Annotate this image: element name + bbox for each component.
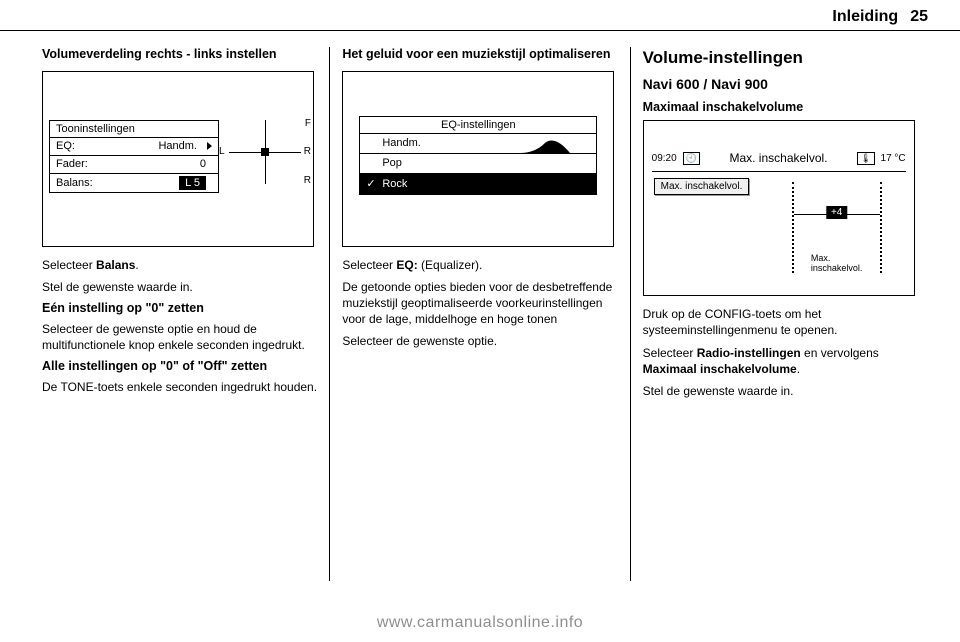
col2-p1: Selecteer EQ: (Equalizer). [342, 257, 617, 273]
tone-row-label: Balans: [56, 177, 112, 189]
eq-panel: EQ-instellingen Handm. Pop ✓ Rock [359, 116, 597, 195]
page-header: Inleiding 25 [0, 0, 960, 31]
tone-row-eq: EQ: Handm. [50, 138, 218, 156]
temperature-value: 17 °C [881, 153, 906, 164]
axis-label-l: L [219, 146, 225, 157]
tone-row-value: Handm. [112, 140, 203, 152]
chevron-right-icon [207, 142, 212, 150]
content-columns: Volumeverdeling rechts - links instellen… [0, 31, 960, 591]
header-page-number: 25 [910, 8, 928, 26]
tone-row-balance: Balans: L 5 [50, 174, 218, 192]
col1-heading: Volumeverdeling rechts - links instellen [42, 47, 317, 63]
eq-row-label: Pop [382, 157, 402, 169]
axis-label-f: F [305, 118, 311, 129]
col3-p2: Selecteer Radio-instellingen en vervolge… [643, 345, 918, 377]
col1-p1: Selecteer Balans. [42, 257, 317, 273]
eq-row-label: Handm. [382, 137, 421, 149]
eq-row-label: Rock [382, 178, 407, 190]
clock-time: 09:20 [652, 153, 677, 164]
tone-panel: Tooninstellingen EQ: Handm. Fader: 0 Bal… [49, 120, 219, 193]
figure-tone-settings: Tooninstellingen EQ: Handm. Fader: 0 Bal… [42, 71, 314, 247]
col2-heading: Het geluid voor een muziekstijl optimali… [342, 47, 617, 63]
axis-label-r: R [304, 146, 311, 157]
header-title: Inleiding [832, 8, 898, 26]
tone-row-label: Fader: [56, 158, 112, 170]
thermometer-icon: 🌡 [857, 152, 874, 165]
volume-value: +4 [826, 206, 847, 219]
volume-scale: +4 Max. inschakelvol. [792, 182, 882, 273]
col3-p1: Druk op de CONFIG-toets om het systeemin… [643, 306, 918, 338]
figure-eq-settings: EQ-instellingen Handm. Pop ✓ Rock [342, 71, 614, 247]
col1-sub2: Alle instellingen op "0" of "Off" zetten [42, 359, 317, 373]
col1-p2: Stel de gewenste waarde in. [42, 279, 317, 295]
col1-p4: De TONE-toets enkele seconden ingedrukt … [42, 379, 317, 395]
axis-label-r2: R [304, 175, 311, 186]
tone-row-value: 0 [112, 158, 212, 170]
col2-p2: De getoonde opties bieden voor de desbet… [342, 279, 617, 328]
col3-p3: Stel de gewenste waarde in. [643, 383, 918, 399]
eq-row: Handm. [360, 134, 596, 154]
eq-panel-title: EQ-instellingen [360, 117, 596, 134]
col1-sub1: Eén instelling op "0" zetten [42, 301, 317, 315]
check-icon: ✓ [366, 177, 378, 190]
watermark: www.carmanualsonline.info [0, 614, 960, 632]
tone-row-fader: Fader: 0 [50, 156, 218, 174]
column-3: Volume-instellingen Navi 600 / Navi 900 … [630, 47, 930, 581]
col2-p3: Selecteer de gewenste optie. [342, 333, 617, 349]
column-1: Volumeverdeling rechts - links instellen… [30, 47, 329, 581]
max-volume-button: Max. inschakelvol. [654, 178, 750, 195]
col1-p3: Selecteer de gewenste optie en houd de m… [42, 321, 317, 353]
fig3-title: Max. inschakelvol. [706, 151, 851, 165]
volume-caption: Max. inschakelvol. [811, 253, 863, 273]
eq-row: Pop [360, 154, 596, 174]
figure-max-volume: 09:20 🕘 Max. inschakelvol. 🌡 17 °C Max. … [643, 120, 915, 296]
column-2: Het geluid voor een muziekstijl optimali… [329, 47, 629, 581]
eq-curve-icon [520, 139, 590, 155]
tone-panel-title: Tooninstellingen [50, 121, 218, 138]
col3-heading: Volume-instellingen [643, 47, 918, 68]
col3-sub1: Navi 600 / Navi 900 [643, 76, 918, 92]
tone-row-label: EQ: [56, 140, 112, 152]
eq-row-selected: ✓ Rock [360, 174, 596, 194]
clock-icon: 🕘 [683, 152, 700, 165]
tone-row-value: L 5 [112, 176, 212, 190]
col3-sub2: Maximaal inschakelvolume [643, 100, 918, 114]
balance-crosshair: F L R R [229, 120, 301, 184]
